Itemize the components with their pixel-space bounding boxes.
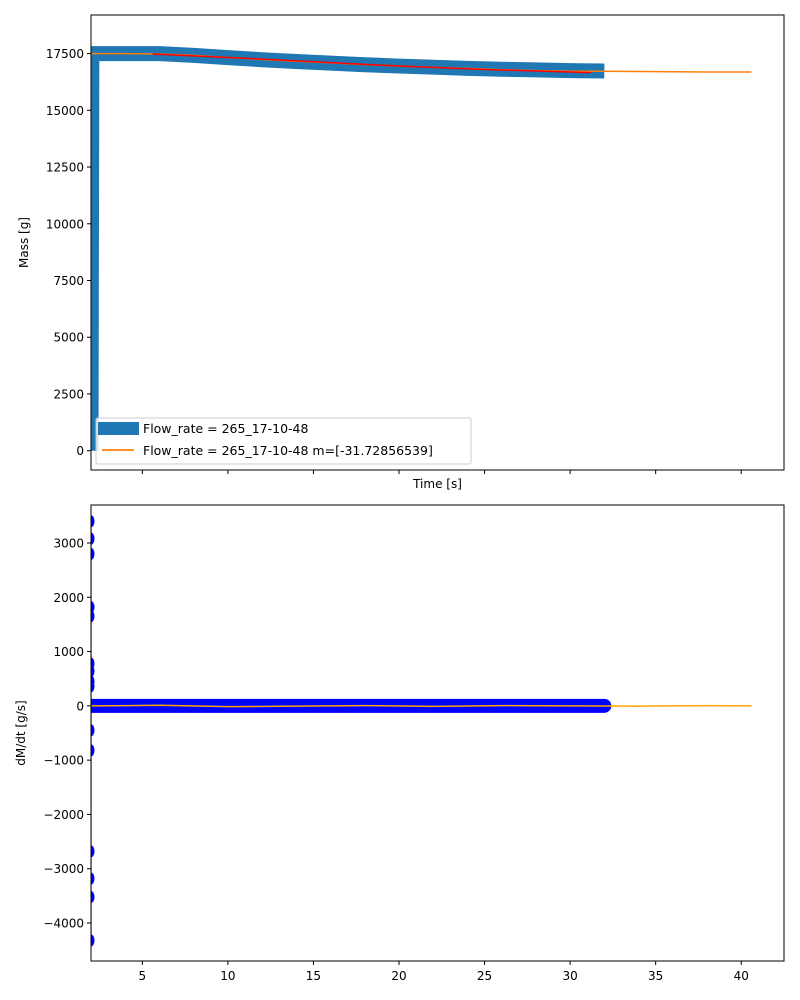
- y-tick-label: 3000: [53, 537, 84, 551]
- derivative-point: [91, 547, 95, 560]
- x-tick-label: 10: [220, 969, 235, 983]
- y-tick-label: 2500: [53, 387, 84, 401]
- x-tick-label: 35: [648, 969, 663, 983]
- mass-band-series: [91, 46, 605, 451]
- legend-entry-flow-rate-band: Flow_rate = 265_17-10-48: [143, 421, 308, 436]
- y-tick-label: 1000: [53, 645, 84, 659]
- mass-smoothed-series: [152, 53, 591, 74]
- y-tick-label: 7500: [53, 274, 84, 288]
- mass-chart-axes: 0 2500 5000 7500 10000 12500 15000 17500: [46, 47, 742, 474]
- y-tick-label: −3000: [43, 862, 84, 876]
- y-tick-label: 15000: [46, 104, 84, 118]
- x-tick-label: 5: [139, 969, 147, 983]
- y-tick-label: 17500: [46, 47, 84, 61]
- y-tick-label: 10000: [46, 217, 84, 231]
- derivative-point: [91, 515, 95, 528]
- y-tick-label: −4000: [43, 917, 84, 931]
- legend-box: [95, 417, 472, 465]
- derivative-point: [91, 890, 95, 903]
- y-tick-label: 5000: [53, 331, 84, 345]
- derivative-chart-y-axis-label: dM/dt [g/s]: [14, 700, 28, 765]
- derivative-point: [91, 601, 95, 614]
- derivative-point: [91, 872, 95, 885]
- y-tick-label: 2000: [53, 591, 84, 605]
- x-tick-label: 25: [477, 969, 492, 983]
- derivative-point: [91, 610, 95, 623]
- derivative-chart: 5 10 15 20 25 30 35 40 −4000 −3000 −2000 −1000 0 1000…: [14, 504, 785, 984]
- y-tick-label: 0: [76, 699, 84, 713]
- y-tick-label: 0: [76, 444, 84, 458]
- derivative-chart-frame: [90, 504, 785, 962]
- derivative-point: [91, 744, 95, 757]
- derivative-point: [91, 665, 95, 678]
- x-tick-label: 15: [306, 969, 321, 983]
- mass-chart-y-axis-label: Mass [g]: [17, 217, 31, 268]
- derivative-chart-axes: 5 10 15 20 25 30 35 40 −4000 −3000 −2000 −1000 0 1000…: [43, 537, 748, 984]
- x-tick-label: 30: [562, 969, 577, 983]
- mass-chart-frame: [90, 14, 785, 471]
- mass-chart-legend: Flow_rate = 265_17-10-48 Flow_rate = 265…: [95, 417, 472, 465]
- legend-entry-flow-rate-fit: Flow_rate = 265_17-10-48 m=[-31.72856539…: [143, 443, 433, 458]
- mass-plot-area: [91, 46, 752, 451]
- derivative-point: [91, 845, 95, 858]
- y-tick-label: −2000: [43, 808, 84, 822]
- mass-chart-x-axis-label: Time [s]: [412, 477, 462, 491]
- derivative-plot-area: [91, 515, 752, 947]
- x-tick-label: 40: [734, 969, 749, 983]
- mass-chart: 0 2500 5000 7500 10000 12500 15000 17500 Time […: [17, 14, 785, 491]
- derivative-fit-series: [91, 704, 752, 708]
- x-tick-label: 20: [391, 969, 406, 983]
- y-tick-label: 12500: [46, 161, 84, 175]
- derivative-point: [91, 532, 95, 545]
- derivative-point: [91, 680, 95, 693]
- legend-handle-flow-rate-band: [98, 422, 139, 435]
- derivative-point: [91, 724, 95, 737]
- derivative-point: [91, 934, 95, 947]
- y-tick-label: −1000: [43, 754, 84, 768]
